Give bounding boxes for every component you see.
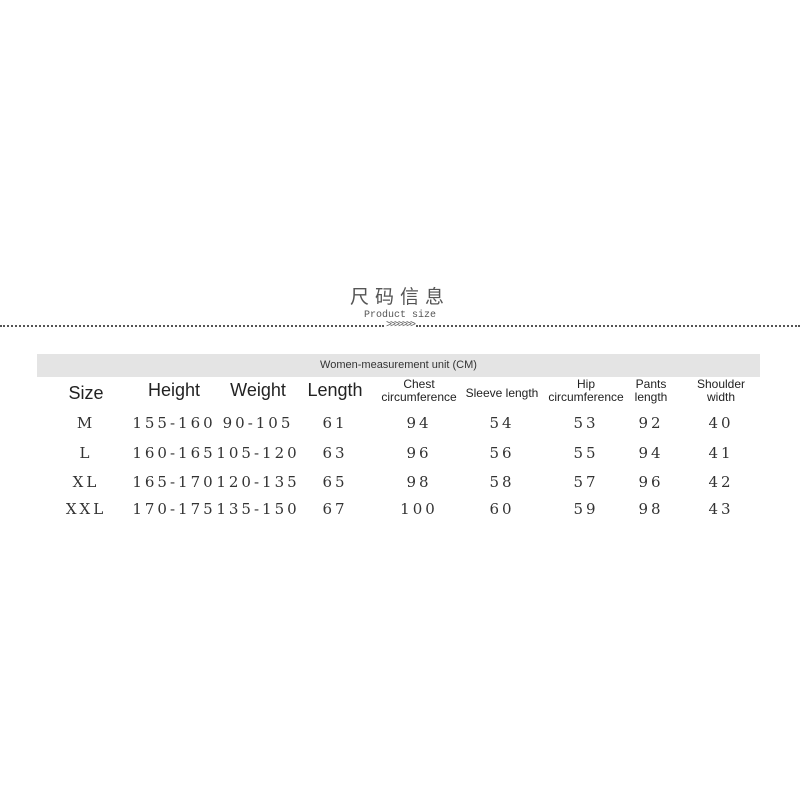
page-title: 尺码信息 [349, 286, 450, 308]
page-subtitle: Product size [363, 310, 436, 321]
table-cell: 43 [708, 500, 734, 518]
column-header-line1: Pants [635, 377, 667, 391]
column-header-line1: Hip [576, 377, 596, 391]
column-header-line2: length [634, 390, 668, 404]
column-header-line1: Height [147, 380, 201, 400]
table-cell: 165-170 [132, 473, 216, 491]
column-header-line1: Size [68, 383, 104, 403]
table-cell: 59 [573, 500, 599, 518]
table-cell: 53 [573, 414, 599, 432]
dotted-divider: >>>>>>> [0, 320, 800, 331]
size-label: L [79, 444, 93, 462]
table-cell: 100 [400, 500, 438, 518]
table-cell: 90-105 [222, 414, 294, 432]
column-header: Height [148, 380, 200, 401]
table-cell: 56 [489, 444, 515, 462]
column-header-line1: Chest [403, 377, 435, 391]
table-cell: 57 [573, 473, 599, 491]
table-cell: 40 [708, 414, 734, 432]
column-header-line1: Shoulder [696, 377, 746, 391]
column-header: Pants length [635, 378, 668, 404]
table-cell: 55 [573, 444, 599, 462]
table-cell: 63 [322, 444, 348, 462]
size-label: XXL [65, 500, 107, 518]
column-header-line1: Length [307, 380, 363, 400]
table-cell: 94 [638, 444, 664, 462]
column-header: Weight [230, 380, 286, 401]
table-cell: 160-165 [132, 444, 216, 462]
column-header: Chest circumference [381, 378, 456, 404]
divider-dots-right [416, 325, 800, 327]
column-header-line2: circumference [381, 390, 457, 404]
table-cell: 58 [489, 473, 515, 491]
column-header-line2: width [706, 390, 736, 404]
column-header: Sleeve length [466, 387, 539, 400]
column-header: Hip circumference [548, 378, 623, 404]
table-cell: 135-150 [216, 500, 300, 518]
table-cell: 98 [406, 473, 432, 491]
table-cell: 105-120 [216, 444, 300, 462]
divider-dots-left [0, 325, 384, 327]
table-cell: 96 [638, 473, 664, 491]
size-label: M [76, 414, 96, 432]
table-cell: 98 [638, 500, 664, 518]
table-cell: 94 [406, 414, 432, 432]
table-cell: 120-135 [216, 473, 300, 491]
column-header: Length [307, 380, 362, 401]
table-cell: 54 [489, 414, 515, 432]
table-cell: 170-175 [132, 500, 216, 518]
table-cell: 92 [638, 414, 664, 432]
table-cell: 61 [322, 414, 348, 432]
column-header-line2: circumference [548, 390, 624, 404]
size-label: XL [72, 473, 100, 491]
table-cell: 96 [406, 444, 432, 462]
table-cell: 60 [489, 500, 515, 518]
column-header: Shoulder width [697, 378, 745, 404]
divider-chevrons: >>>>>>> [386, 320, 416, 331]
unit-banner: Women-measurement unit (CM) [37, 354, 760, 377]
table-cell: 65 [322, 473, 348, 491]
column-header: Size [68, 383, 103, 404]
table-cell: 155-160 [132, 414, 216, 432]
column-header-line1: Weight [230, 380, 286, 400]
table-cell: 67 [322, 500, 348, 518]
table-cell: 42 [708, 473, 734, 491]
column-header-line1: Sleeve length [465, 386, 539, 400]
table-cell: 41 [708, 444, 734, 462]
